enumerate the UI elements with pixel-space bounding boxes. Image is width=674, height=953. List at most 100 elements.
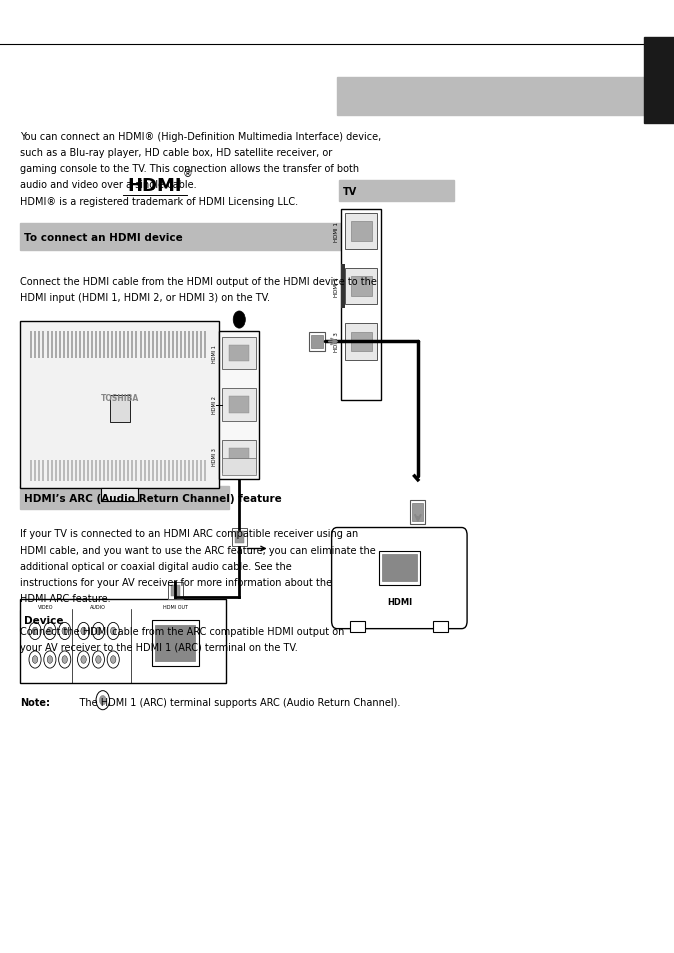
Circle shape bbox=[59, 622, 71, 639]
Bar bbox=[42, 460, 44, 481]
Text: HDMI cable, and you want to use the ARC feature, you can eliminate the: HDMI cable, and you want to use the ARC … bbox=[20, 545, 376, 555]
Circle shape bbox=[81, 627, 86, 635]
Text: Connect the HDMI cable from the ARC compatible HDMI output on: Connect the HDMI cable from the ARC comp… bbox=[20, 626, 344, 636]
Bar bbox=[51, 460, 53, 481]
Bar bbox=[412, 503, 423, 521]
Text: HDMI OUT: HDMI OUT bbox=[162, 604, 188, 609]
Bar bbox=[20, 486, 229, 510]
Bar bbox=[410, 500, 425, 524]
Bar bbox=[87, 460, 89, 481]
Bar bbox=[79, 460, 81, 481]
Text: additional optical or coaxial digital audio cable. See the: additional optical or coaxial digital au… bbox=[20, 561, 292, 571]
Circle shape bbox=[107, 622, 119, 639]
Bar bbox=[196, 460, 198, 481]
Bar bbox=[144, 332, 146, 358]
Bar bbox=[38, 460, 40, 481]
Circle shape bbox=[44, 651, 56, 668]
Bar bbox=[115, 332, 117, 358]
Bar bbox=[115, 460, 117, 481]
Text: HDMI 1: HDMI 1 bbox=[334, 222, 339, 241]
Text: The HDMI 1 (ARC) terminal supports ARC (Audio Return Channel).: The HDMI 1 (ARC) terminal supports ARC (… bbox=[67, 698, 401, 707]
Bar bbox=[152, 332, 154, 358]
Text: You can connect an HDMI® (High-Definition Multimedia Interface) device,: You can connect an HDMI® (High-Definitio… bbox=[20, 132, 381, 141]
Text: VIDEO: VIDEO bbox=[38, 604, 53, 609]
Circle shape bbox=[44, 622, 56, 639]
Bar bbox=[67, 460, 69, 481]
Bar bbox=[232, 529, 247, 546]
Bar bbox=[172, 460, 174, 481]
Bar bbox=[379, 551, 419, 585]
Bar bbox=[103, 460, 105, 481]
Bar bbox=[119, 332, 121, 358]
Text: HDMI 3: HDMI 3 bbox=[212, 448, 217, 465]
Bar bbox=[103, 332, 105, 358]
Bar bbox=[34, 460, 36, 481]
Text: Note:: Note: bbox=[20, 698, 51, 707]
Circle shape bbox=[78, 622, 90, 639]
Text: ®: ® bbox=[183, 170, 192, 179]
Bar bbox=[30, 460, 32, 481]
Bar bbox=[180, 332, 182, 358]
Bar bbox=[71, 332, 73, 358]
Bar bbox=[152, 620, 199, 666]
Bar bbox=[341, 265, 345, 309]
Text: your AV receiver to the HDMI 1 (ARC) terminal on the TV.: your AV receiver to the HDMI 1 (ARC) ter… bbox=[20, 642, 298, 652]
Circle shape bbox=[59, 651, 71, 668]
Text: gaming console to the TV. This connection allows the transfer of both: gaming console to the TV. This connectio… bbox=[20, 164, 359, 173]
Bar bbox=[135, 460, 137, 481]
Bar bbox=[644, 38, 674, 124]
Bar bbox=[38, 332, 40, 358]
Bar bbox=[123, 460, 125, 481]
Text: HDMI input (HDMI 1, HDMI 2, or HDMI 3) on the TV.: HDMI input (HDMI 1, HDMI 2, or HDMI 3) o… bbox=[20, 293, 270, 302]
Bar bbox=[152, 460, 154, 481]
Bar bbox=[20, 322, 219, 489]
Circle shape bbox=[32, 627, 38, 635]
Text: HDMI® is a registered trademark of HDMI Licensing LLC.: HDMI® is a registered trademark of HDMI … bbox=[20, 197, 299, 207]
Bar bbox=[160, 332, 162, 358]
Bar bbox=[168, 332, 170, 358]
Text: HDMI 1: HDMI 1 bbox=[212, 345, 217, 362]
Bar bbox=[229, 449, 249, 465]
Bar bbox=[67, 332, 69, 358]
Bar bbox=[229, 346, 249, 362]
Bar bbox=[79, 332, 81, 358]
Bar bbox=[63, 332, 65, 358]
Circle shape bbox=[96, 656, 101, 663]
Bar bbox=[345, 269, 377, 305]
Bar bbox=[176, 332, 178, 358]
Bar bbox=[339, 181, 454, 202]
Bar bbox=[91, 332, 93, 358]
Bar bbox=[156, 332, 158, 358]
Bar bbox=[350, 333, 372, 352]
Bar bbox=[95, 460, 97, 481]
Bar bbox=[34, 332, 36, 358]
Bar bbox=[172, 332, 174, 358]
Bar bbox=[164, 332, 166, 358]
Bar bbox=[47, 332, 49, 358]
Bar bbox=[148, 460, 150, 481]
Bar bbox=[222, 337, 256, 370]
Bar bbox=[75, 332, 77, 358]
Bar bbox=[140, 460, 142, 481]
Bar bbox=[148, 332, 150, 358]
Bar bbox=[83, 460, 85, 481]
Bar bbox=[192, 332, 194, 358]
Circle shape bbox=[47, 627, 53, 635]
Bar bbox=[341, 210, 381, 400]
Bar bbox=[123, 332, 125, 358]
Bar bbox=[196, 332, 198, 358]
Text: instructions for your AV receiver for more information about the: instructions for your AV receiver for mo… bbox=[20, 578, 332, 587]
Bar bbox=[350, 222, 372, 241]
Bar bbox=[309, 333, 325, 352]
Bar bbox=[188, 332, 190, 358]
Circle shape bbox=[47, 656, 53, 663]
Text: HDMI 2: HDMI 2 bbox=[212, 396, 217, 414]
Text: HDMI’s ARC (Audio Return Channel) feature: HDMI’s ARC (Audio Return Channel) featur… bbox=[24, 494, 281, 503]
Text: HDMI: HDMI bbox=[387, 598, 412, 606]
Bar bbox=[20, 224, 374, 251]
Bar bbox=[111, 332, 113, 358]
Bar bbox=[156, 460, 158, 481]
Bar bbox=[127, 332, 129, 358]
Bar bbox=[131, 332, 133, 358]
Bar bbox=[382, 555, 417, 581]
